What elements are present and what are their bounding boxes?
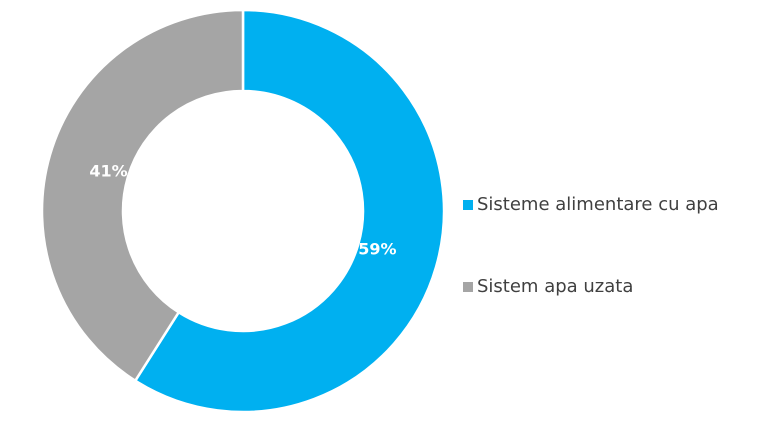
donut-slice	[40, 8, 245, 383]
legend-label: Sisteme alimentare cu apa	[477, 194, 719, 215]
value-label: 41%	[89, 161, 127, 180]
value-label: 59%	[358, 240, 396, 259]
legend-swatch	[463, 200, 473, 210]
donut-slice	[133, 8, 446, 414]
legend-label: Sistem apa uzata	[477, 276, 633, 297]
legend-swatch	[463, 282, 473, 292]
